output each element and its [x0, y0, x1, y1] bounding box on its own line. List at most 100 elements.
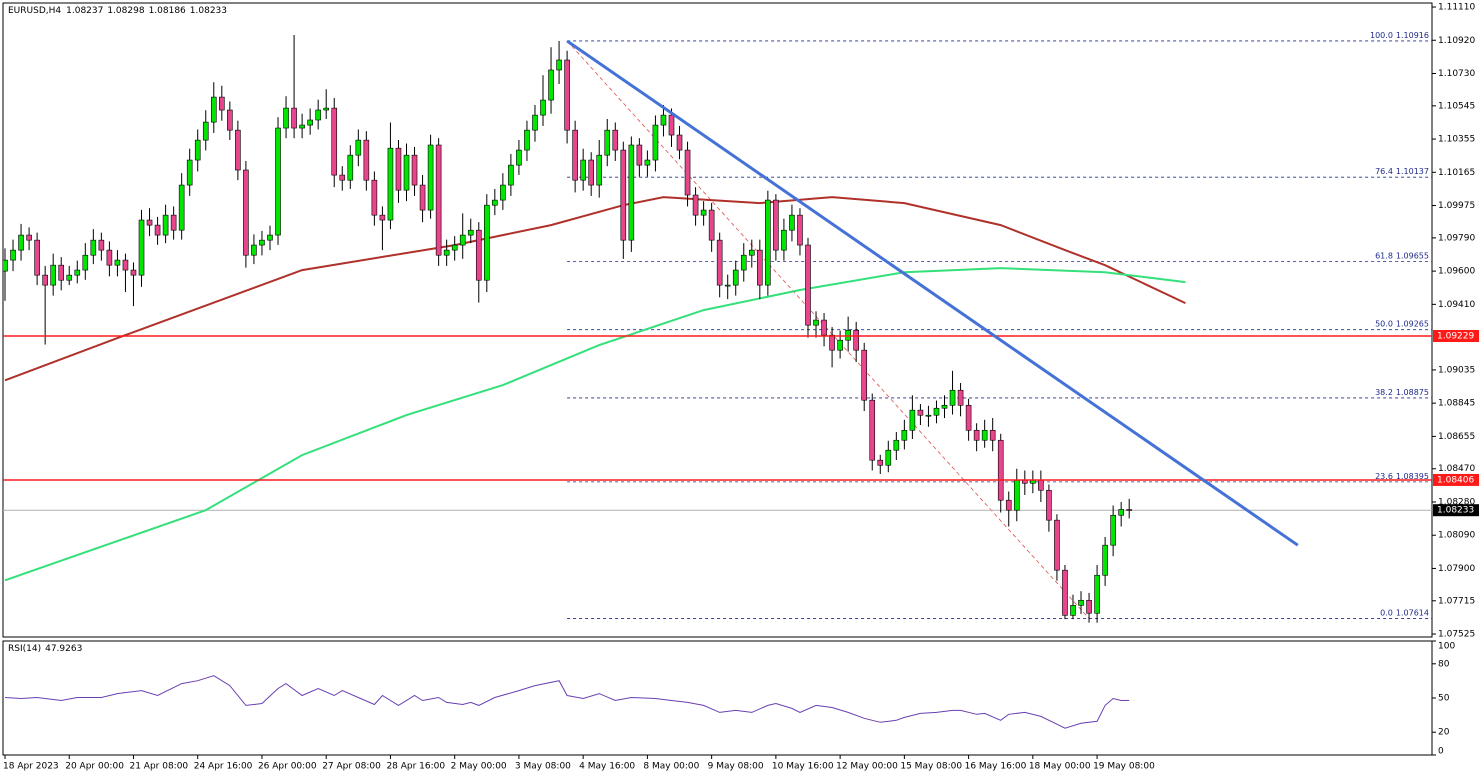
candle-body	[323, 107, 330, 111]
candle-body	[1118, 509, 1124, 516]
candle-body	[572, 129, 578, 181]
y-tick-label: 1.09410	[1438, 300, 1475, 310]
last-price-label: 1.08233	[1437, 506, 1474, 516]
candle-body	[925, 414, 932, 417]
candle-body	[170, 214, 177, 231]
x-tick-label: 19 May 08:00	[1093, 762, 1155, 772]
fib-label: 0.0 1.07614	[1380, 608, 1429, 617]
candle-body	[3, 259, 8, 272]
candle-body	[885, 449, 892, 466]
fib-level-label: 50.0	[1375, 319, 1393, 328]
rsi-line	[4, 675, 1130, 729]
fib-label: 100.0 1.10916	[1370, 30, 1429, 39]
rsi-tick-label: 20	[1438, 728, 1450, 738]
candle-body	[981, 429, 988, 441]
candle-body	[748, 249, 755, 256]
trendline	[566, 39, 1299, 547]
y-tick-label: 1.07900	[1438, 564, 1475, 574]
candle-body	[202, 121, 209, 141]
fib-price-label: 1.08875	[1396, 387, 1429, 396]
y-tick-label: 1.08845	[1438, 399, 1475, 409]
y-tick-label: 1.07525	[1438, 630, 1475, 640]
x-tick-label: 12 May 00:00	[836, 762, 898, 772]
candle-body	[315, 109, 321, 121]
candle-body	[347, 154, 354, 181]
candle-body	[789, 214, 795, 231]
rsi-plot	[4, 675, 1130, 729]
candle-body	[483, 204, 490, 281]
rsi-header: RSI(14) 47.9263	[8, 644, 82, 654]
candle-body	[74, 269, 81, 276]
y-tick-label: 1.08090	[1438, 531, 1475, 541]
rsi-tick-label: 80	[1438, 659, 1450, 669]
candle-body	[435, 144, 442, 256]
candle-body	[162, 214, 169, 236]
y-tick-label: 1.08470	[1438, 464, 1475, 474]
candle-body	[1126, 509, 1132, 511]
candle-body	[813, 319, 819, 326]
candle-body	[122, 259, 129, 271]
x-tick-label: 3 May 08:00	[515, 762, 571, 772]
candle-body	[676, 134, 683, 151]
x-tick-label: 24 Apr 16:00	[194, 762, 253, 772]
candle-body	[548, 69, 554, 101]
candle-body	[949, 389, 956, 406]
candle-body	[459, 234, 466, 246]
x-tick-label: 26 Apr 00:00	[258, 762, 317, 772]
y-tick-label: 1.11110	[1438, 3, 1475, 13]
candle-body	[42, 274, 48, 286]
x-tick-label: 27 Apr 08:00	[322, 762, 381, 772]
candle-body	[1005, 499, 1012, 511]
fib-price-label: 1.07614	[1396, 608, 1429, 617]
candle-body	[339, 174, 346, 181]
candle-body	[917, 409, 924, 416]
candle-body	[965, 404, 972, 431]
candle-body	[957, 389, 964, 406]
candle-body	[973, 429, 980, 441]
rsi-label: RSI(14)	[8, 644, 41, 654]
fib-label: 61.8 1.09655	[1375, 251, 1429, 260]
candle-body	[475, 229, 482, 281]
candle-body	[363, 139, 370, 181]
candle-body	[130, 269, 137, 276]
y-tick-label: 1.10730	[1438, 69, 1475, 79]
candle-body	[1110, 514, 1116, 546]
candle-body	[660, 114, 667, 126]
x-tick-label: 21 Apr 08:00	[129, 762, 188, 772]
candle-body	[275, 127, 281, 236]
candle-body	[219, 96, 225, 111]
candle-body	[194, 139, 201, 161]
fib-label: 23.6 1.08395	[1375, 471, 1429, 480]
candle-body	[1102, 544, 1108, 576]
candle-body	[716, 239, 723, 286]
candle-body	[227, 109, 233, 131]
fib-level-label: 100.0	[1370, 30, 1393, 39]
price-label-box	[1433, 330, 1479, 343]
candle-body	[379, 214, 386, 221]
candle-body	[355, 139, 362, 156]
x-tick-label: 15 May 08:00	[900, 762, 962, 772]
candle-body	[154, 224, 161, 236]
candle-body	[700, 209, 707, 216]
candle-body	[500, 184, 506, 201]
candle-body	[989, 429, 996, 441]
candle-body	[82, 254, 89, 271]
candle-body	[411, 154, 418, 186]
candle-body	[66, 274, 73, 281]
candle-body	[893, 439, 900, 451]
fib-level-label: 38.2	[1375, 387, 1393, 396]
fib-label: 76.4 1.10137	[1375, 167, 1429, 176]
main-plot	[3, 35, 1432, 623]
candle-body	[861, 349, 868, 401]
x-tick-label: 28 Apr 16:00	[386, 762, 445, 772]
candle-body	[114, 259, 121, 266]
candle-body	[307, 119, 313, 126]
candle-body	[773, 199, 779, 251]
candle-body	[467, 229, 474, 236]
candle-body	[612, 129, 619, 151]
price-label: 1.09229	[1437, 332, 1474, 342]
candle-body	[829, 334, 835, 351]
candle-body	[138, 219, 145, 276]
y-tick-label: 1.10920	[1438, 36, 1475, 46]
